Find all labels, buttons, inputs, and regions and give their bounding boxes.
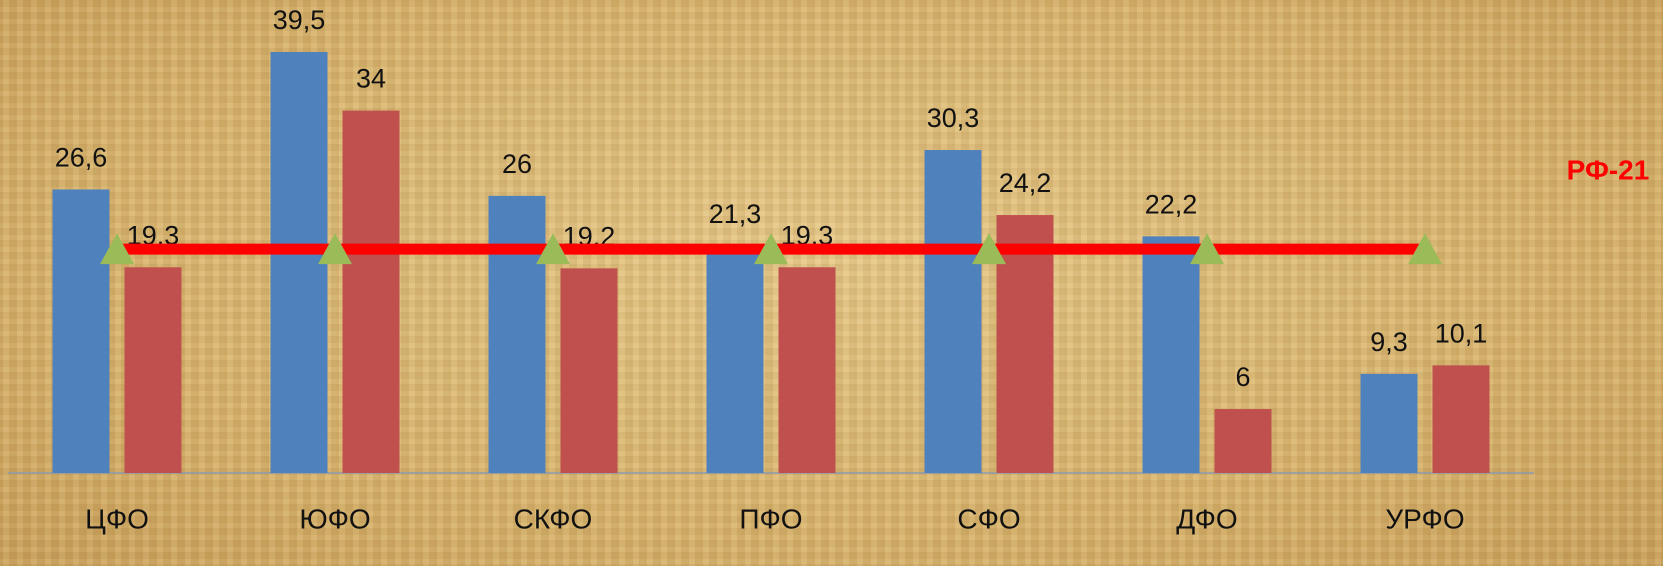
x-tick-label: УРФО: [1385, 503, 1464, 534]
bar: [488, 195, 546, 473]
bar: [1432, 365, 1490, 473]
data-label: 10,1: [1435, 318, 1488, 348]
marker: [318, 233, 352, 265]
x-tick-label: ЮФО: [299, 503, 370, 534]
marker: [100, 233, 134, 265]
data-label: 24,2: [999, 168, 1052, 198]
marker: [1190, 233, 1224, 265]
bar: [706, 245, 764, 473]
data-label: 22,2: [1145, 189, 1198, 219]
x-tick-label: ЦФО: [85, 503, 149, 534]
data-label: 21,3: [709, 199, 762, 229]
data-label: 34: [356, 64, 386, 94]
x-tick-label: СКФО: [514, 503, 593, 534]
bar: [270, 51, 328, 473]
bar: [1142, 236, 1200, 473]
marker: [972, 233, 1006, 265]
series-label: РФ-21: [1567, 154, 1650, 185]
marker: [754, 233, 788, 265]
marker: [536, 233, 570, 265]
x-tick-label: ПФО: [739, 503, 802, 534]
x-tick-label: СФО: [957, 503, 1020, 534]
data-label: 39,5: [273, 5, 326, 35]
bar: [124, 267, 182, 473]
data-label: 26,6: [55, 143, 108, 173]
bar: [996, 215, 1054, 474]
bar: [778, 267, 836, 473]
bar: [342, 110, 400, 473]
data-label: 26: [502, 149, 532, 179]
bar: [1214, 409, 1272, 473]
marker: [1408, 233, 1442, 265]
x-tick-label: ДФО: [1176, 503, 1237, 534]
data-label: 6: [1235, 362, 1250, 392]
bar: [1360, 373, 1418, 473]
bar: [924, 150, 982, 473]
data-label: 30,3: [927, 103, 980, 133]
bar: [560, 268, 618, 473]
data-label: 9,3: [1370, 327, 1408, 357]
bar: [52, 189, 110, 473]
